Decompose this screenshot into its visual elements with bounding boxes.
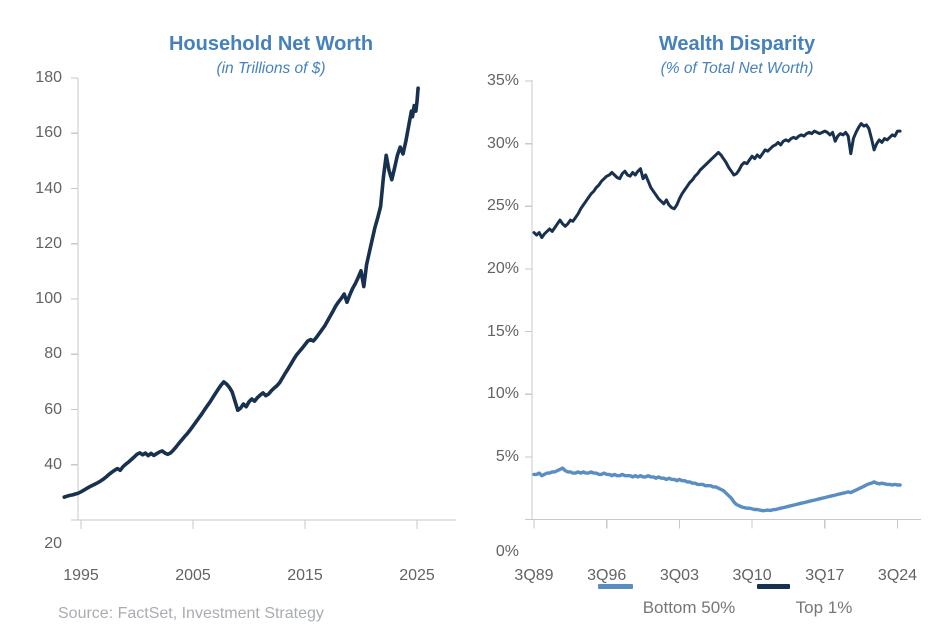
y-tick-label-wealth_disparity: 0% bbox=[495, 542, 519, 560]
y-tick-label-household_net_worth: 20 bbox=[44, 535, 62, 552]
x-tick-label-wealth_disparity: 3Q17 bbox=[805, 567, 845, 584]
y-tick-label-household_net_worth: 180 bbox=[35, 69, 62, 86]
y-tick-label-wealth_disparity: 35% bbox=[486, 72, 519, 90]
x-tick-label-wealth_disparity: 3Q89 bbox=[514, 567, 554, 584]
x-tick-label-household_net_worth: 1995 bbox=[63, 567, 99, 584]
y-tick-label-household_net_worth: 120 bbox=[35, 234, 62, 252]
legend-swatch-top-1 bbox=[757, 584, 790, 589]
y-tick-label-household_net_worth: 40 bbox=[44, 455, 62, 473]
y-tick-label-household_net_worth: 140 bbox=[35, 179, 62, 197]
y-tick-label-household_net_worth: 80 bbox=[44, 345, 62, 363]
x-tick-label-household_net_worth: 2005 bbox=[175, 567, 211, 584]
series-line-top-1- bbox=[532, 122, 902, 240]
x-tick-label-wealth_disparity: 3Q03 bbox=[659, 567, 699, 584]
y-tick-label-household_net_worth: 160 bbox=[35, 124, 62, 142]
chart1-subtitle: (in Trillions of $) bbox=[216, 60, 326, 77]
y-tick-label-wealth_disparity: 30% bbox=[486, 134, 519, 152]
chart2-subtitle: (% of Total Net Worth) bbox=[660, 60, 814, 77]
source-note: Source: FactSet, Investment Strategy bbox=[58, 605, 324, 622]
x-tick-label-wealth_disparity: 3Q96 bbox=[587, 567, 627, 584]
y-tick-label-wealth_disparity: 25% bbox=[486, 197, 519, 215]
legend-label-top-1: Top 1% bbox=[795, 598, 853, 617]
chart1-title: Household Net Worth bbox=[168, 33, 374, 55]
y-tick-label-household_net_worth: 60 bbox=[44, 400, 62, 418]
chart2-title: Wealth Disparity bbox=[658, 33, 816, 55]
y-tick-label-wealth_disparity: 15% bbox=[486, 322, 519, 340]
legend-label-bottom-50: Bottom 50% bbox=[642, 598, 736, 617]
y-tick-label-wealth_disparity: 20% bbox=[486, 259, 519, 277]
x-tick-label-household_net_worth: 2015 bbox=[287, 567, 323, 584]
series-line-household-net-worth bbox=[62, 86, 420, 499]
y-tick-label-household_net_worth: 100 bbox=[35, 290, 62, 307]
legend-swatch-bottom-50 bbox=[598, 584, 633, 589]
x-tick-label-wealth_disparity: 3Q10 bbox=[732, 567, 772, 584]
y-tick-label-wealth_disparity: 5% bbox=[495, 447, 519, 465]
series-line-bottom-50- bbox=[532, 466, 902, 513]
y-tick-label-wealth_disparity: 10% bbox=[486, 385, 519, 403]
x-tick-label-household_net_worth: 2025 bbox=[399, 567, 435, 584]
x-tick-label-wealth_disparity: 3Q24 bbox=[877, 567, 918, 584]
